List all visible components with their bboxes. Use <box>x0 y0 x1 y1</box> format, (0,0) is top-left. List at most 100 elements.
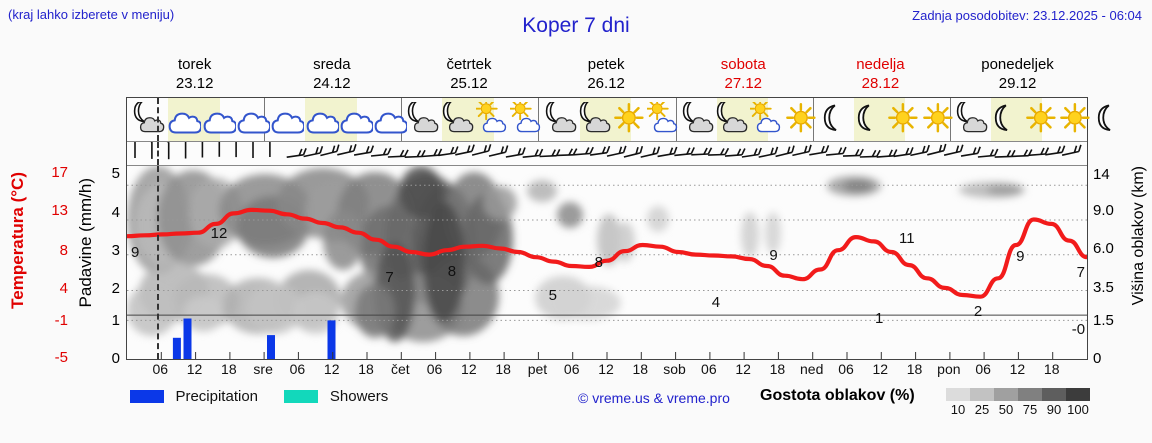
x-tick-21: 12 <box>872 361 889 377</box>
x-tick-9: 12 <box>461 361 477 377</box>
x-tick-10: 18 <box>495 361 511 377</box>
cloudheight-tick-3: 3.5 <box>1093 279 1114 296</box>
temperature-value-label-1: 12 <box>210 224 228 242</box>
sun-cloud-icon <box>647 102 681 138</box>
cloudheight-tick-5: 0 <box>1093 350 1102 367</box>
chart-legend: Precipitation Showers <box>130 388 410 410</box>
precipitation-tick-3: 2 <box>111 280 120 297</box>
day-separator-6 <box>949 98 951 141</box>
x-tick-17: 12 <box>735 361 751 377</box>
temperature-value-label-8: 1 <box>875 309 884 327</box>
cloud-rain-icon <box>270 102 305 138</box>
x-tick-3: sre <box>253 361 273 377</box>
density-tick-0: 10 <box>950 402 966 417</box>
density-tick-3: 75 <box>1022 402 1038 417</box>
temperature-value-label-12: -0 <box>1071 321 1086 339</box>
temperature-value-label-3: 8 <box>447 263 457 281</box>
sun-cloud-icon <box>750 102 784 138</box>
day-header-6: ponedeljek 29.12 <box>949 55 1086 93</box>
sun-icon <box>785 102 819 138</box>
wind-barb-band <box>127 142 1087 166</box>
cloudheight-tick-2: 6.0 <box>1093 240 1114 257</box>
precipitation-tick-5: 0 <box>111 350 120 367</box>
location-hint: (kraj lahko izberete v meniju) <box>8 7 175 22</box>
sun-icon <box>613 102 647 138</box>
day-date: 27.12 <box>724 75 763 92</box>
moon-cloud-icon <box>682 102 716 138</box>
current-time-line <box>157 98 159 141</box>
temperature-tick-2: 8 <box>59 242 68 259</box>
temperature-tick-3: 4 <box>59 280 68 297</box>
precipitation-swatch <box>130 390 164 404</box>
x-tick-8: 06 <box>426 361 443 377</box>
day-header-2: četrtek 25.12 <box>400 55 537 93</box>
day-date: 25.12 <box>450 75 488 92</box>
moon-cloud-icon <box>716 102 750 138</box>
page-title: Koper 7 dni <box>522 14 630 37</box>
density-tick-4: 90 <box>1046 402 1062 417</box>
temperature-value-label-2: 7 <box>385 269 394 287</box>
precipitation-axis-title: Padavine (mm/h) <box>76 178 95 308</box>
precipitation-tick-1: 4 <box>111 204 120 221</box>
precipitation-tick-4: 1 <box>111 312 120 329</box>
day-header-5: nedelja 28.12 <box>812 55 949 93</box>
x-tick-15: sob <box>663 361 686 377</box>
cloud-density-colorbar <box>946 388 1090 401</box>
day-header-row: torek 23.12 sreda 24.12 četrtek 25.12 petek 26.… <box>126 55 1088 97</box>
day-header-0: torek 23.12 <box>126 55 263 93</box>
x-tick-12: 06 <box>563 361 580 377</box>
copyright-link[interactable]: © vreme.us & vreme.pro <box>578 390 730 406</box>
cloudheight-axis-title: Višina oblakov (km) <box>1130 166 1147 306</box>
moon-icon <box>990 102 1024 138</box>
density-segment-3 <box>1018 388 1042 401</box>
moon-cloud-icon <box>442 102 476 138</box>
sun-icon <box>922 102 956 138</box>
x-tick-24: 06 <box>975 361 991 377</box>
density-segment-5 <box>1066 388 1090 401</box>
moon-cloud-icon <box>407 102 441 138</box>
x-tick-14: 18 <box>632 361 649 377</box>
x-tick-26: 18 <box>1043 361 1060 377</box>
cloudheight-tick-0: 14 <box>1093 166 1110 183</box>
moon-icon <box>819 102 853 138</box>
density-segment-1 <box>970 388 994 401</box>
temperature-cloud-graph: 9 12 7 8 5 8 4 9 1 11 2 9 -0 7 <box>127 166 1087 359</box>
x-tick-22: 18 <box>906 361 923 377</box>
density-segment-0 <box>946 388 970 401</box>
x-tick-16: 06 <box>701 361 717 377</box>
day-header-1: sreda 24.12 <box>263 55 400 93</box>
day-separator-4 <box>675 98 677 141</box>
day-name: nedelja <box>856 56 905 73</box>
day-name: sreda <box>313 56 351 73</box>
x-tick-13: 12 <box>598 361 614 377</box>
showers-swatch <box>284 390 319 404</box>
cloudheight-tick-1: 9.0 <box>1093 202 1114 219</box>
last-updated-text: Zadnja posodobitev: 23.12.2025 - 06:04 <box>912 8 1142 23</box>
day-date: 23.12 <box>175 75 214 92</box>
day-date: 24.12 <box>313 75 351 92</box>
moon-cloud-icon <box>956 102 990 138</box>
x-tick-2: 18 <box>221 361 237 377</box>
cloud-rain-icon <box>167 102 202 138</box>
legend-precipitation: Precipitation <box>130 388 258 406</box>
day-name: sobota <box>720 56 766 73</box>
temperature-tick-0: 17 <box>51 164 68 181</box>
temperature-value-label-4: 5 <box>548 286 557 304</box>
day-separator-3 <box>538 98 540 141</box>
cloud-rain-icon <box>305 102 339 138</box>
temperature-value-label-5: 8 <box>594 253 604 271</box>
day-header-3: petek 26.12 <box>537 55 674 93</box>
x-tick-18: 18 <box>769 361 786 377</box>
sun-icon <box>1025 102 1059 138</box>
cloudheight-tick-4: 1.5 <box>1093 312 1114 329</box>
temperature-value-label-11: 9 <box>1016 248 1025 266</box>
moon-cloud-icon <box>133 102 167 138</box>
precipitation-tick-0: 5 <box>111 165 120 182</box>
temperature-value-label-10: 2 <box>973 303 983 321</box>
x-tick-4: 06 <box>289 361 306 377</box>
day-name: četrtek <box>446 56 492 73</box>
x-tick-23: pon <box>937 361 961 377</box>
temperature-value-label-13: 7 <box>1076 264 1085 282</box>
x-tick-7: čet <box>390 361 410 377</box>
density-segment-4 <box>1042 388 1066 401</box>
